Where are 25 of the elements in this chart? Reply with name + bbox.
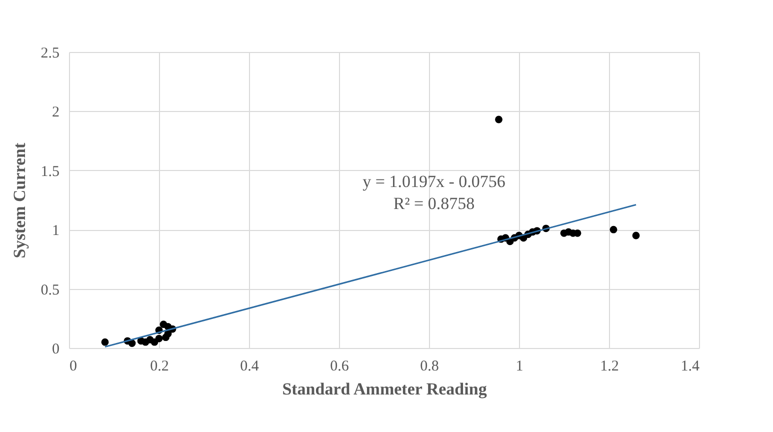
x-tick-label: 1.2 — [600, 358, 619, 374]
x-tick-label: 0.6 — [330, 358, 350, 374]
point — [164, 330, 172, 338]
x-tick-label: 1 — [516, 358, 524, 374]
point — [101, 338, 109, 346]
y-tick-label: 0.5 — [40, 282, 60, 298]
x-tick-label: 0.4 — [240, 358, 260, 374]
y-tick-label: 2 — [52, 104, 60, 121]
x-tick-label: 0.2 — [150, 358, 169, 374]
point — [128, 340, 136, 347]
x-tick-label: 0 — [70, 358, 77, 374]
point — [632, 232, 640, 240]
y-tick-label: 0 — [52, 342, 60, 358]
annotation: R² = 0.8758 — [393, 194, 475, 213]
y-tick-label: 1 — [52, 223, 60, 240]
y-tick-label: 2.5 — [40, 46, 60, 62]
point — [610, 226, 618, 234]
point — [495, 116, 502, 124]
x-tick-label: 1.4 — [680, 358, 700, 374]
point — [155, 334, 163, 342]
x-tick-label: 0.8 — [420, 358, 439, 374]
y-axis-title: System Current — [10, 142, 29, 258]
annotation: y = 1.0197x - 0.0756 — [362, 172, 506, 191]
y-tick-label: 1.5 — [40, 164, 60, 180]
x-axis-title: Standard Ammeter Reading — [282, 380, 488, 398]
